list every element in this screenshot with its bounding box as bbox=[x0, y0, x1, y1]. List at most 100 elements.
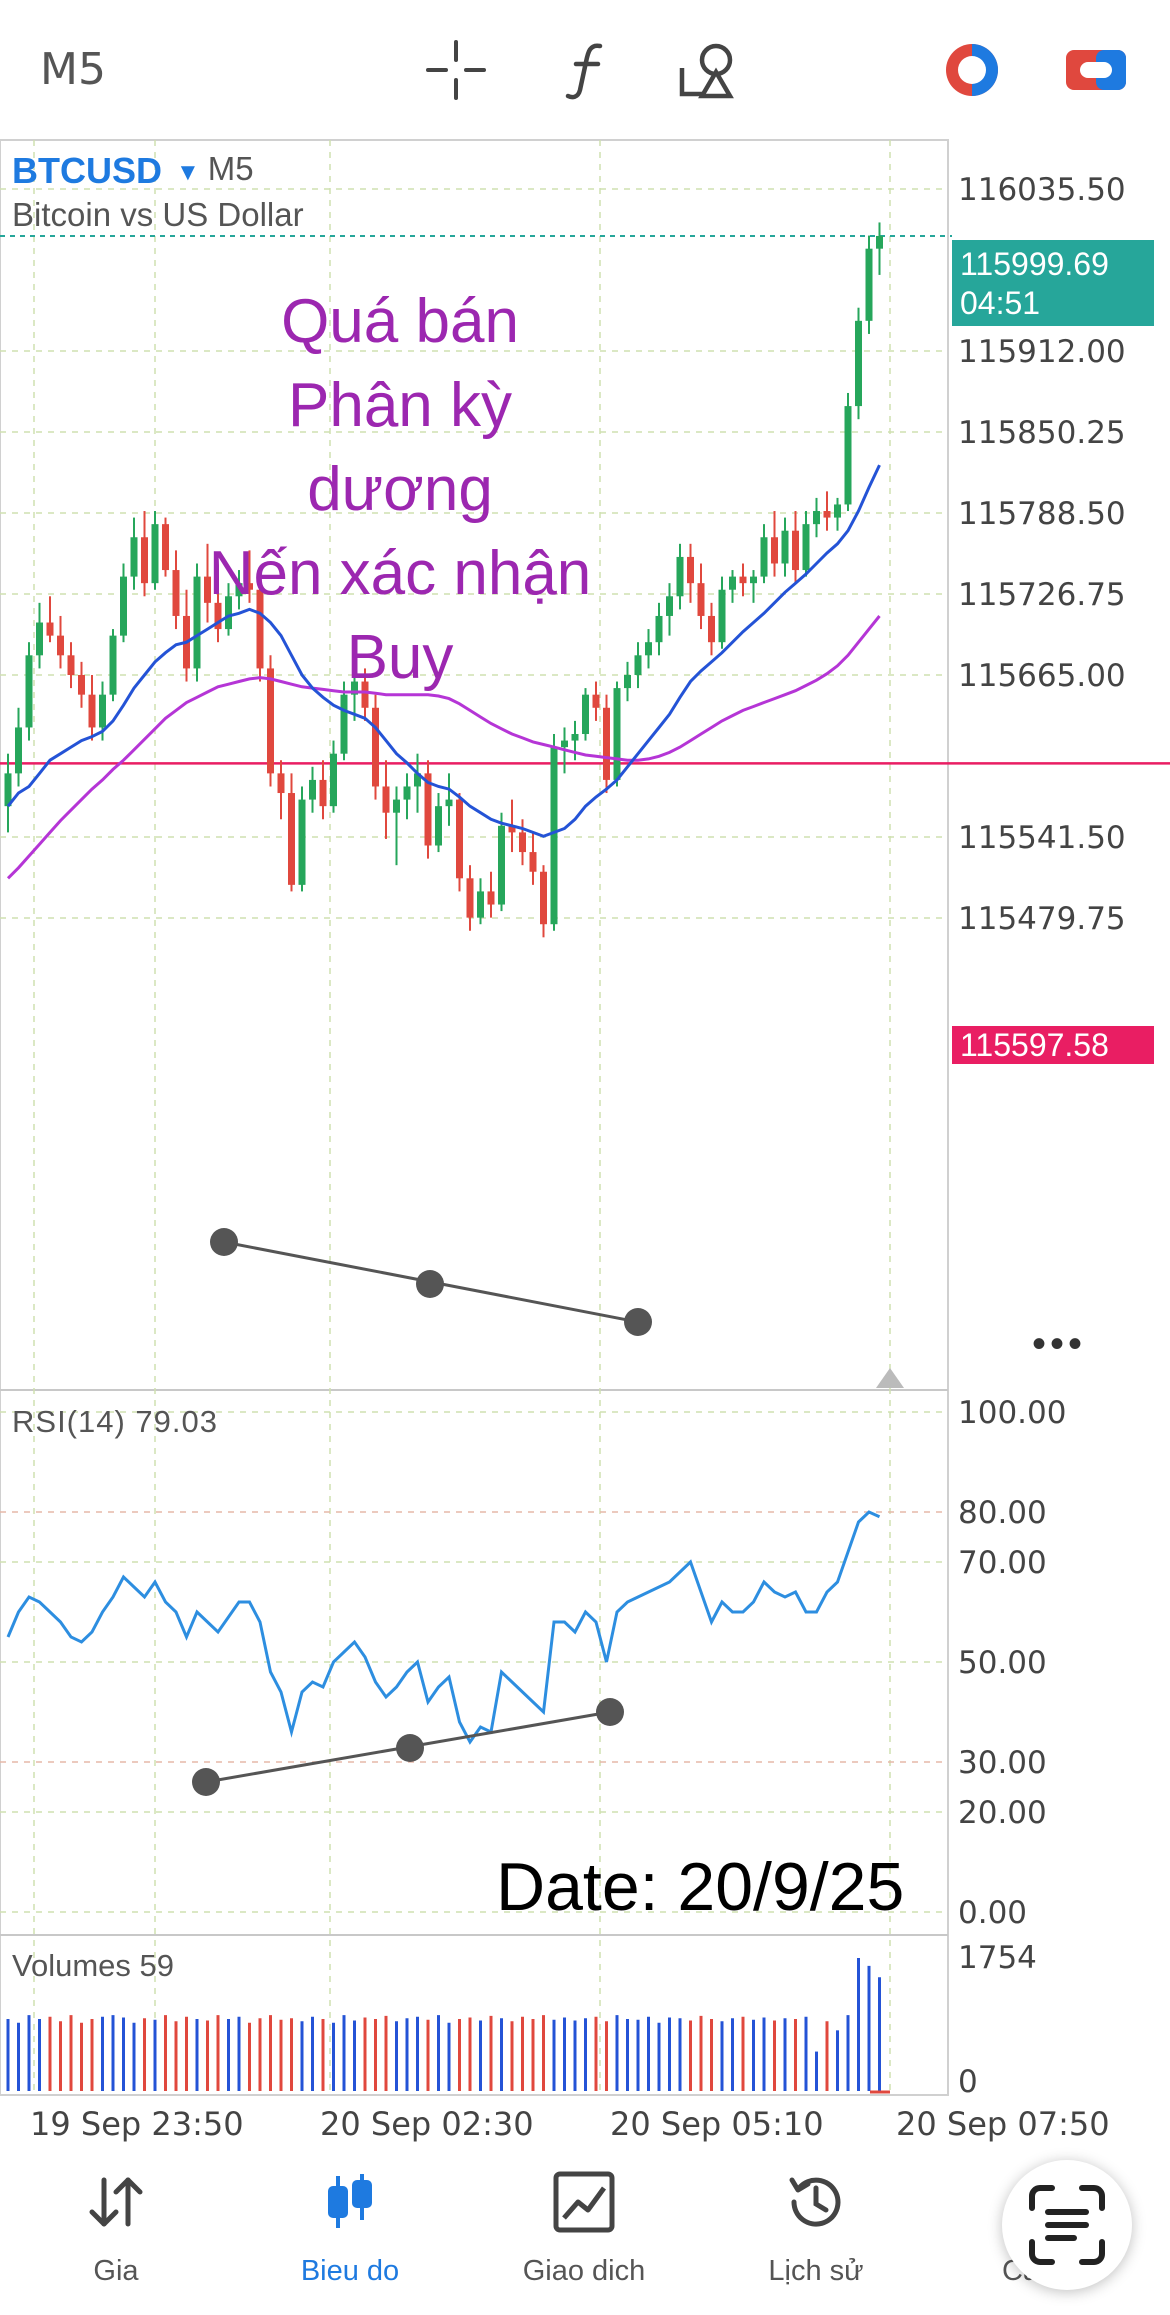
candle-bull bbox=[813, 511, 820, 525]
candle-bull bbox=[844, 406, 852, 505]
candle-bear bbox=[204, 576, 211, 603]
candle-bear bbox=[57, 635, 64, 656]
candle-bear bbox=[687, 556, 694, 584]
candle-bear bbox=[172, 570, 180, 616]
price-tick-label: 115541.50 bbox=[958, 820, 1126, 856]
candle-bull bbox=[435, 806, 442, 846]
dropdown-arrow-icon[interactable]: ▼ bbox=[176, 159, 200, 186]
candle-bull bbox=[561, 740, 568, 748]
function-icon[interactable] bbox=[556, 38, 620, 102]
crosshair-icon[interactable] bbox=[424, 38, 488, 102]
trade-chart-icon bbox=[553, 2171, 615, 2233]
scroll-end-icon bbox=[876, 1368, 904, 1388]
candle-bull bbox=[4, 773, 12, 807]
nav-label: Giao dich bbox=[522, 2255, 646, 2287]
rsi-indicator-label[interactable]: RSI(14) 79.03 bbox=[12, 1404, 218, 1439]
ma-fast-line bbox=[6, 464, 881, 838]
candle-bull bbox=[634, 655, 642, 675]
candle-bull bbox=[445, 799, 453, 807]
date-annotation: Date: 20/9/25 bbox=[496, 1849, 905, 1925]
color-theme-icon[interactable] bbox=[940, 38, 1004, 102]
timeframe-selector[interactable]: M5 bbox=[40, 44, 106, 95]
rsi-tick-label: 20.00 bbox=[958, 1795, 1047, 1831]
candle-bull bbox=[498, 825, 505, 905]
candle-bear bbox=[508, 825, 516, 833]
nav-item-chart[interactable]: Bieu do bbox=[250, 2170, 450, 2288]
candlestick-chart-icon bbox=[328, 2174, 372, 2228]
candle-bear bbox=[214, 602, 222, 630]
candle-bull bbox=[718, 589, 726, 643]
candle-bull bbox=[760, 537, 768, 577]
candle-bear bbox=[88, 694, 96, 728]
trendline-anchor bbox=[624, 1308, 652, 1336]
candle-bull bbox=[351, 681, 358, 695]
nav-label: Bieu do bbox=[300, 2255, 400, 2287]
candle-bear bbox=[771, 537, 778, 564]
candle-bull bbox=[330, 753, 337, 807]
nav-item-quotes[interactable]: Gia bbox=[16, 2170, 216, 2288]
candle-bull bbox=[130, 537, 138, 577]
candle-bull bbox=[834, 504, 841, 518]
candle-bear bbox=[267, 668, 274, 774]
candle-bull bbox=[109, 635, 117, 695]
price-tick-label: 115665.00 bbox=[958, 658, 1126, 694]
quotes-arrows-icon bbox=[89, 2177, 143, 2227]
symbol-description: Bitcoin vs US Dollar bbox=[12, 196, 304, 233]
chart-canvas[interactable]: 116035.50 115912.00 115850.25 115788.50 1157… bbox=[0, 0, 1170, 2150]
candle-bull bbox=[729, 576, 736, 590]
history-clock-icon bbox=[789, 2177, 841, 2227]
rsi-tick-label: 0.00 bbox=[958, 1895, 1027, 1931]
bottom-navigation: Gia Bieu do Giao dich Lịch sử Cai dat bbox=[0, 2150, 1170, 2315]
candle-bull bbox=[151, 524, 159, 584]
candle-bear bbox=[603, 707, 610, 780]
candle-bull bbox=[414, 773, 421, 787]
symbol-timeframe[interactable]: ▼ M5 bbox=[176, 150, 254, 188]
candle-bull bbox=[99, 694, 106, 728]
time-tick-label: 20 Sep 02:30 bbox=[320, 2105, 534, 2143]
annotation-line: Buy bbox=[346, 623, 454, 692]
candle-bear bbox=[277, 773, 285, 794]
chart-frame bbox=[0, 139, 949, 2096]
candle-bear bbox=[529, 852, 537, 872]
candle-bull bbox=[15, 727, 22, 774]
price-tick-label: 115850.25 bbox=[958, 415, 1126, 451]
price-tick-label: 115726.75 bbox=[958, 577, 1126, 613]
candle-bull bbox=[802, 524, 810, 571]
window-toggle-icon[interactable] bbox=[1064, 38, 1128, 102]
trendline-anchor bbox=[192, 1768, 220, 1796]
volumes-indicator-label[interactable]: Volumes 59 bbox=[12, 1948, 174, 1983]
candle-bear bbox=[141, 537, 148, 584]
candle-bull bbox=[225, 596, 232, 630]
candle-bull bbox=[193, 576, 201, 669]
more-options-icon[interactable]: ••• bbox=[1032, 1322, 1087, 1366]
trendline-anchor bbox=[210, 1228, 238, 1256]
scan-text-button[interactable] bbox=[1002, 2160, 1132, 2290]
price-tick-label: 115479.75 bbox=[958, 901, 1126, 937]
candle-bear bbox=[319, 779, 327, 807]
candle-bull bbox=[120, 576, 127, 636]
ma-slow-line bbox=[6, 615, 881, 880]
price-tick-label: 115788.50 bbox=[958, 496, 1126, 532]
candles-group bbox=[4, 222, 883, 938]
candle-bull bbox=[781, 530, 789, 564]
annotation-line: dương bbox=[307, 455, 493, 524]
candle-bull bbox=[676, 556, 684, 597]
rsi-tick-label: 30.00 bbox=[958, 1745, 1047, 1781]
candle-bull bbox=[477, 891, 484, 918]
candle-bull bbox=[855, 320, 862, 407]
time-tick-label: 20 Sep 07:50 bbox=[896, 2105, 1110, 2143]
objects-icon[interactable] bbox=[676, 38, 740, 102]
candle-bull bbox=[235, 583, 243, 597]
candle-bull bbox=[309, 779, 316, 800]
trendline-anchor bbox=[396, 1734, 424, 1762]
candle-bear bbox=[46, 622, 54, 636]
candle-bear bbox=[540, 871, 547, 925]
candle-bear bbox=[739, 576, 747, 584]
annotation-line: Quá bán bbox=[281, 287, 519, 356]
candle-bull bbox=[666, 596, 673, 616]
nav-item-history[interactable]: Lịch sử bbox=[716, 2170, 916, 2288]
symbol-ticker[interactable]: BTCUSD bbox=[12, 150, 162, 191]
nav-item-trade[interactable]: Giao dich bbox=[484, 2170, 684, 2288]
annotation-line: Nến xác nhận bbox=[208, 539, 592, 608]
scan-text-icon bbox=[1029, 2185, 1105, 2265]
